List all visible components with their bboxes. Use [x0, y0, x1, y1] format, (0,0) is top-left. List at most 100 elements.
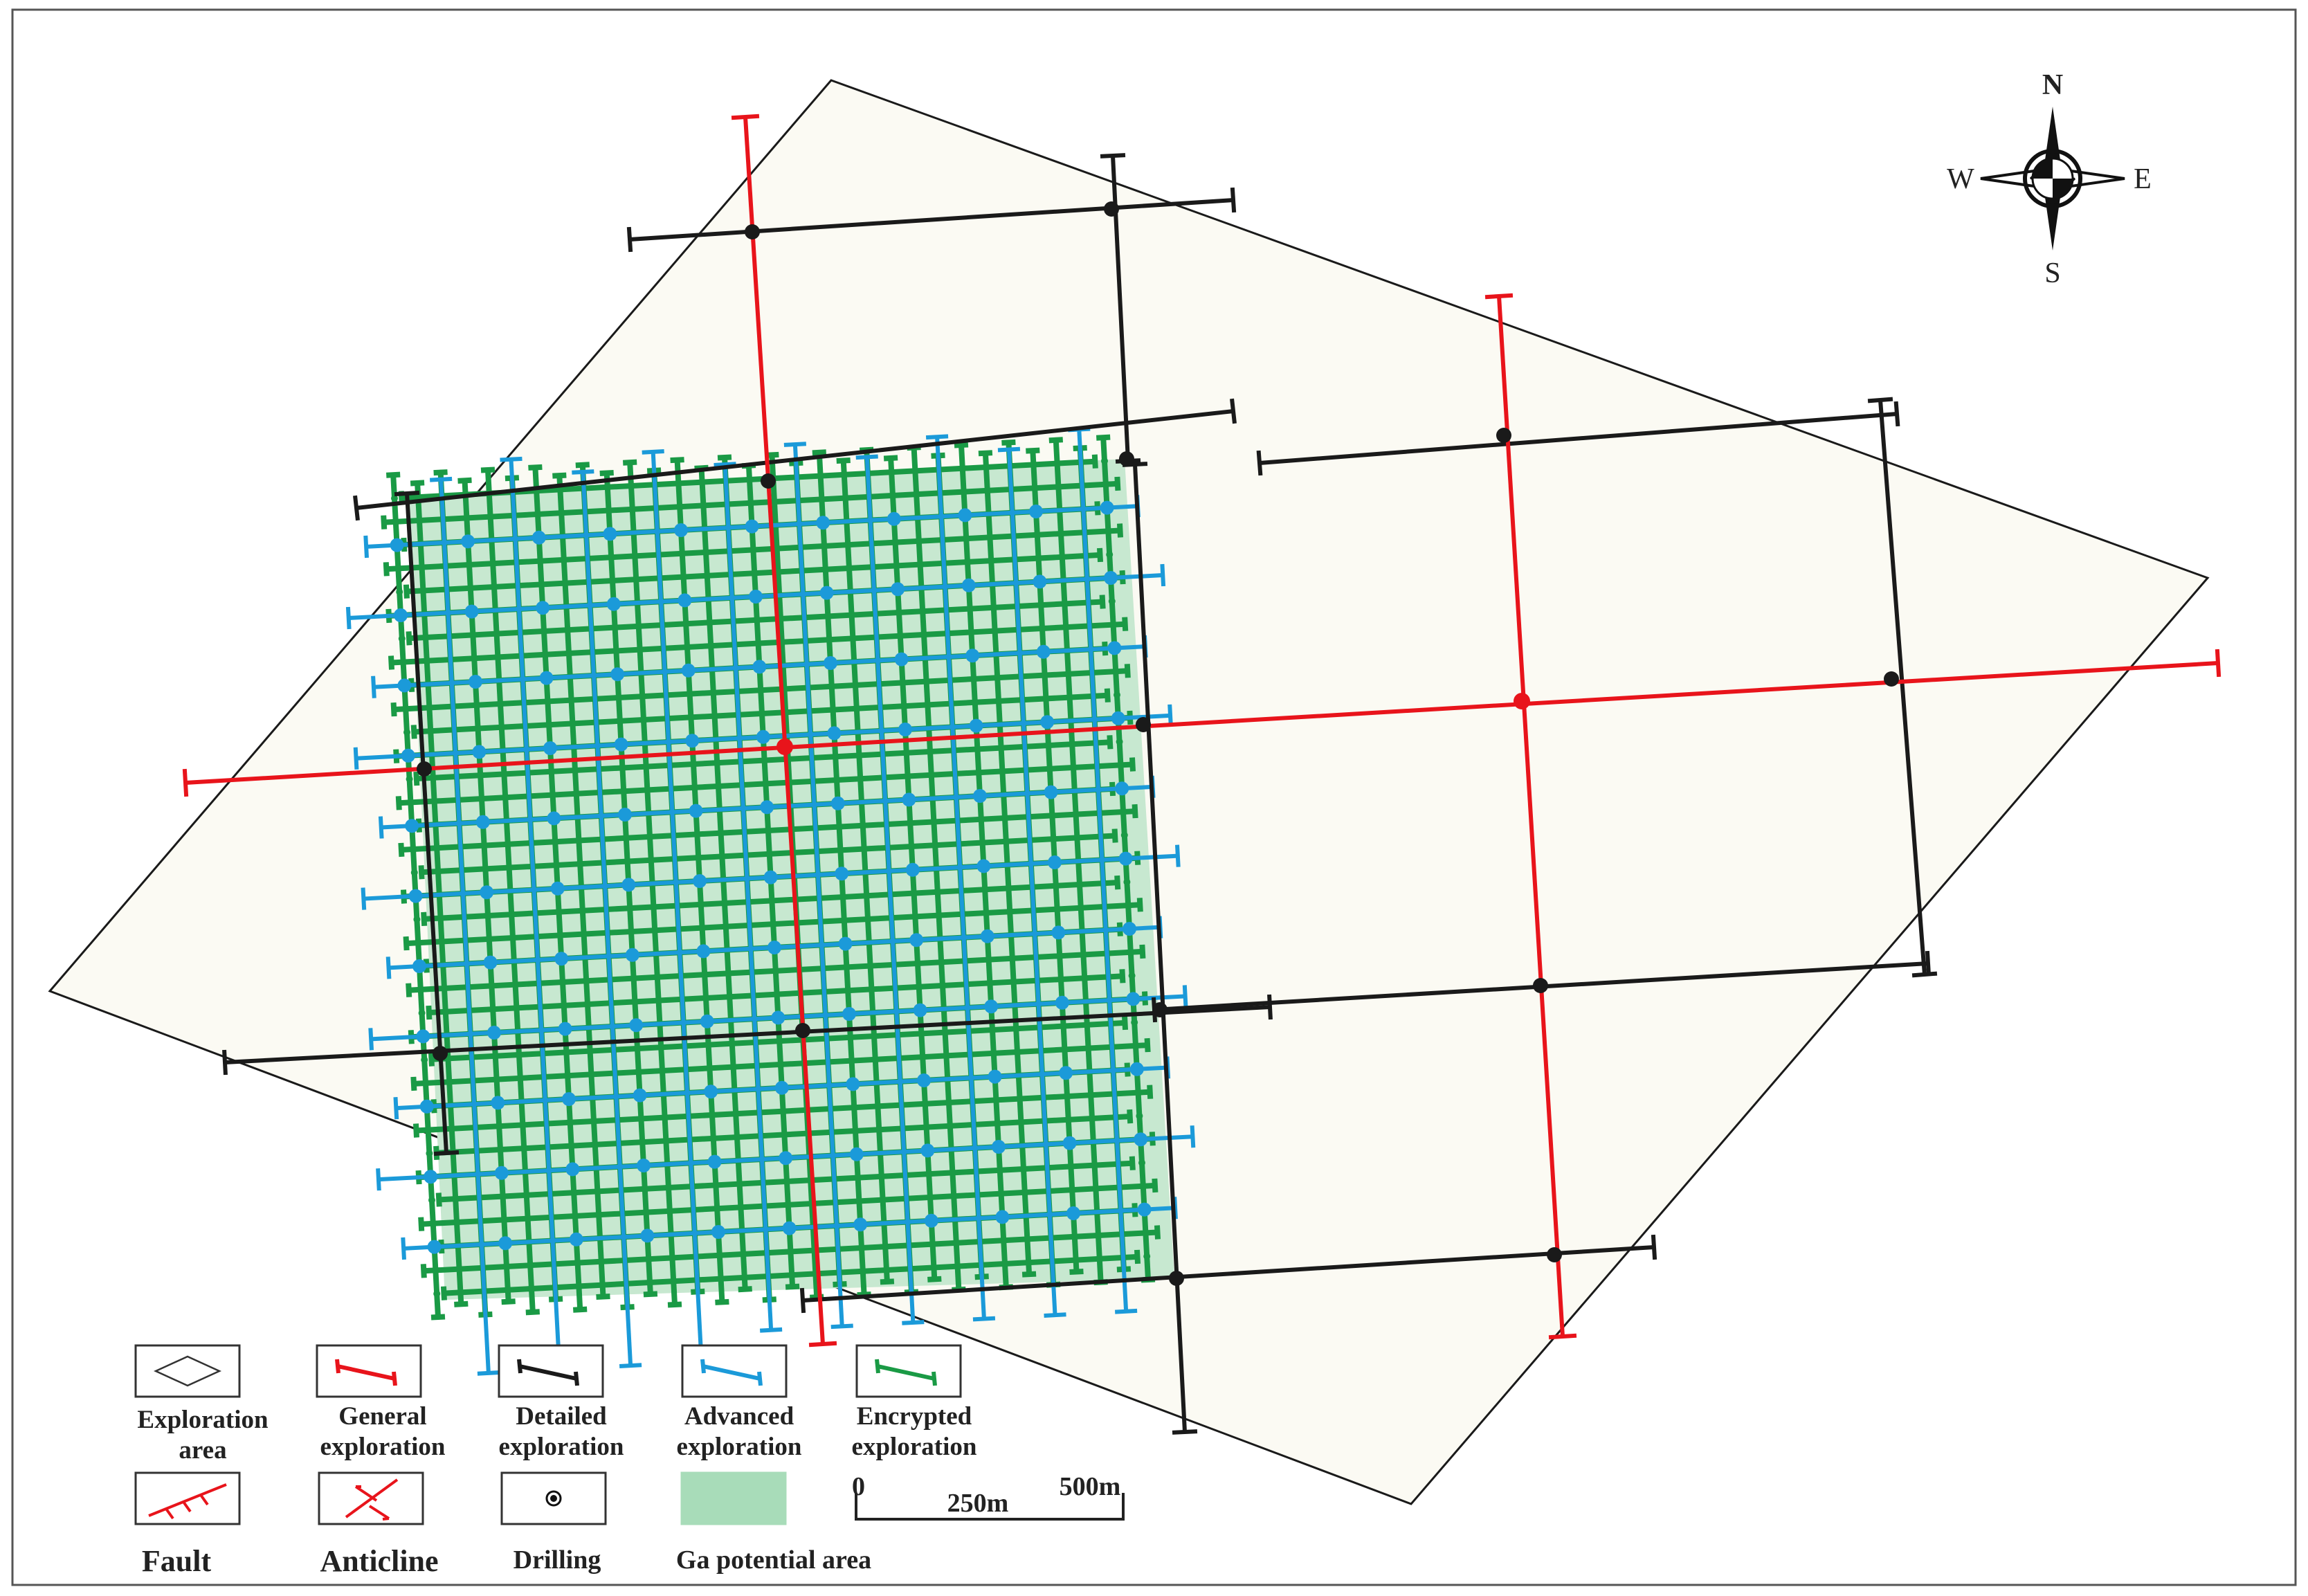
encrypted-line-col-0-cap-1	[430, 1314, 446, 1321]
legend-box-fault	[134, 1471, 241, 1525]
advanced-station-18-20	[838, 936, 853, 951]
compass-label-w: W	[1947, 163, 1974, 195]
advanced-station-18-5	[819, 586, 834, 600]
detailed-station-0	[745, 224, 760, 239]
encrypted-node-28-9	[1064, 670, 1072, 678]
advanced-line-col-17-cap-0	[783, 442, 807, 447]
legend-label-fault: Fault	[142, 1544, 212, 1578]
encrypted-line-col-3-cap-0	[457, 477, 472, 484]
encrypted-node-24-10	[971, 698, 979, 706]
encrypted-line-row-16-cap-0	[418, 865, 425, 880]
detailed-line-8-cap-1	[1172, 1429, 1198, 1435]
encrypted-node-10-31	[666, 1207, 673, 1215]
advanced-station-6-5	[536, 601, 550, 615]
encrypted-node-6-7	[541, 651, 549, 658]
encrypted-node-10-10	[640, 716, 647, 723]
encrypted-node-21-13	[904, 772, 911, 780]
encrypted-node-0-10	[403, 729, 410, 736]
ga-potential-area	[407, 459, 1174, 1300]
advanced-line-row-20-cap-0	[385, 956, 392, 979]
encrypted-line-col-6-cap-1	[573, 1306, 588, 1313]
encrypted-line-row-19-cap-1	[1136, 898, 1143, 912]
encrypted-node-30-28	[1136, 1112, 1143, 1120]
detailed-line-5-cap-1	[1230, 187, 1237, 213]
advanced-line-col-26	[1006, 449, 1057, 1316]
encrypted-node-27-1	[1031, 484, 1039, 492]
encrypted-node-6-19	[556, 932, 564, 939]
encrypted-node-7-4	[561, 579, 569, 587]
encrypted-node-12-12	[690, 761, 697, 768]
encrypted-node-15-21	[772, 967, 779, 974]
encrypted-node-19-4	[846, 565, 853, 572]
advanced-line-row-29-cap-0	[376, 1168, 381, 1191]
encrypted-node-28-21	[1080, 951, 1087, 959]
encrypted-node-3-22	[489, 1006, 497, 1013]
encrypted-node-25-28	[1017, 1118, 1025, 1126]
encrypted-node-28-4	[1058, 553, 1066, 561]
encrypted-node-27-33	[1071, 1233, 1078, 1240]
encrypted-node-24-25	[990, 1049, 997, 1057]
encrypted-node-9-21	[630, 974, 637, 982]
encrypted-node-15-10	[758, 710, 765, 717]
encrypted-node-4-15	[504, 840, 511, 848]
advanced-station-24-23	[984, 999, 999, 1014]
advanced-station-30-2	[1100, 500, 1114, 515]
encrypted-node-13-10	[711, 712, 718, 720]
legend-label-advanced-2: exploration	[677, 1433, 802, 1461]
encrypted-node-27-4	[1035, 554, 1042, 562]
legend-box-ga-potential	[680, 1471, 787, 1525]
detailed-station-5	[1136, 717, 1151, 732]
encrypted-node-9-24	[634, 1045, 641, 1052]
encrypted-node-27-16	[1050, 835, 1057, 843]
encrypted-node-27-27	[1064, 1093, 1071, 1100]
advanced-station-0-14	[405, 819, 419, 833]
encrypted-node-7-15	[575, 837, 583, 844]
encrypted-node-28-27	[1087, 1091, 1095, 1099]
detailed-line-3	[1259, 412, 1898, 465]
advanced-line-col-20-cap-0	[855, 454, 878, 460]
encrypted-node-22-30	[949, 1169, 956, 1177]
encrypted-node-21-21	[914, 960, 921, 967]
encrypted-node-4-24	[516, 1051, 523, 1058]
encrypted-node-12-6	[682, 620, 690, 628]
encrypted-line-col-3-cap-1	[501, 1298, 516, 1305]
encrypted-node-4-34	[528, 1285, 535, 1292]
encrypted-node-4-4	[491, 583, 498, 590]
encrypted-line-row-22-cap-0	[426, 1005, 433, 1020]
advanced-line-row-11-cap-0	[353, 747, 359, 770]
encrypted-node-1-3	[418, 563, 426, 571]
encrypted-node-22-4	[916, 561, 924, 568]
advanced-station-15-14	[760, 800, 774, 815]
encrypted-node-1-31	[453, 1219, 460, 1226]
encrypted-node-21-12	[902, 749, 910, 756]
encrypted-node-19-31	[879, 1196, 887, 1204]
encrypted-node-6-33	[574, 1259, 581, 1267]
encrypted-node-19-18	[863, 892, 871, 900]
encrypted-node-13-24	[728, 1040, 736, 1047]
encrypted-node-15-34	[788, 1271, 796, 1279]
encrypted-line-col-21-cap-1	[927, 1276, 942, 1282]
advanced-station-15-17	[763, 870, 778, 885]
encrypted-line-row-1-cap-0	[381, 515, 388, 529]
advanced-station-12-17	[693, 874, 707, 888]
encrypted-line-row-24-cap-0	[428, 1052, 435, 1067]
advanced-station-24-20	[980, 929, 994, 943]
detailed-line-0-cap-0	[353, 495, 360, 521]
encrypted-node-22-18	[934, 888, 941, 896]
encrypted-node-15-19	[770, 921, 777, 928]
encrypted-node-4-33	[527, 1262, 534, 1269]
encrypted-node-16-4	[774, 568, 782, 576]
encrypted-node-9-13	[620, 788, 628, 795]
encrypted-node-10-19	[651, 927, 659, 934]
encrypted-node-22-28	[946, 1122, 954, 1130]
encrypted-node-30-9	[1112, 668, 1120, 675]
encrypted-node-4-25	[516, 1074, 524, 1082]
advanced-station-15-23	[771, 1010, 785, 1025]
encrypted-node-15-0	[746, 476, 753, 483]
advanced-line-col-2	[439, 479, 491, 1374]
encrypted-node-21-0	[888, 469, 896, 476]
encrypted-node-21-28	[923, 1123, 930, 1131]
encrypted-node-9-9	[615, 694, 622, 701]
advanced-station-21-17	[905, 862, 920, 877]
encrypted-node-28-19	[1077, 904, 1084, 912]
